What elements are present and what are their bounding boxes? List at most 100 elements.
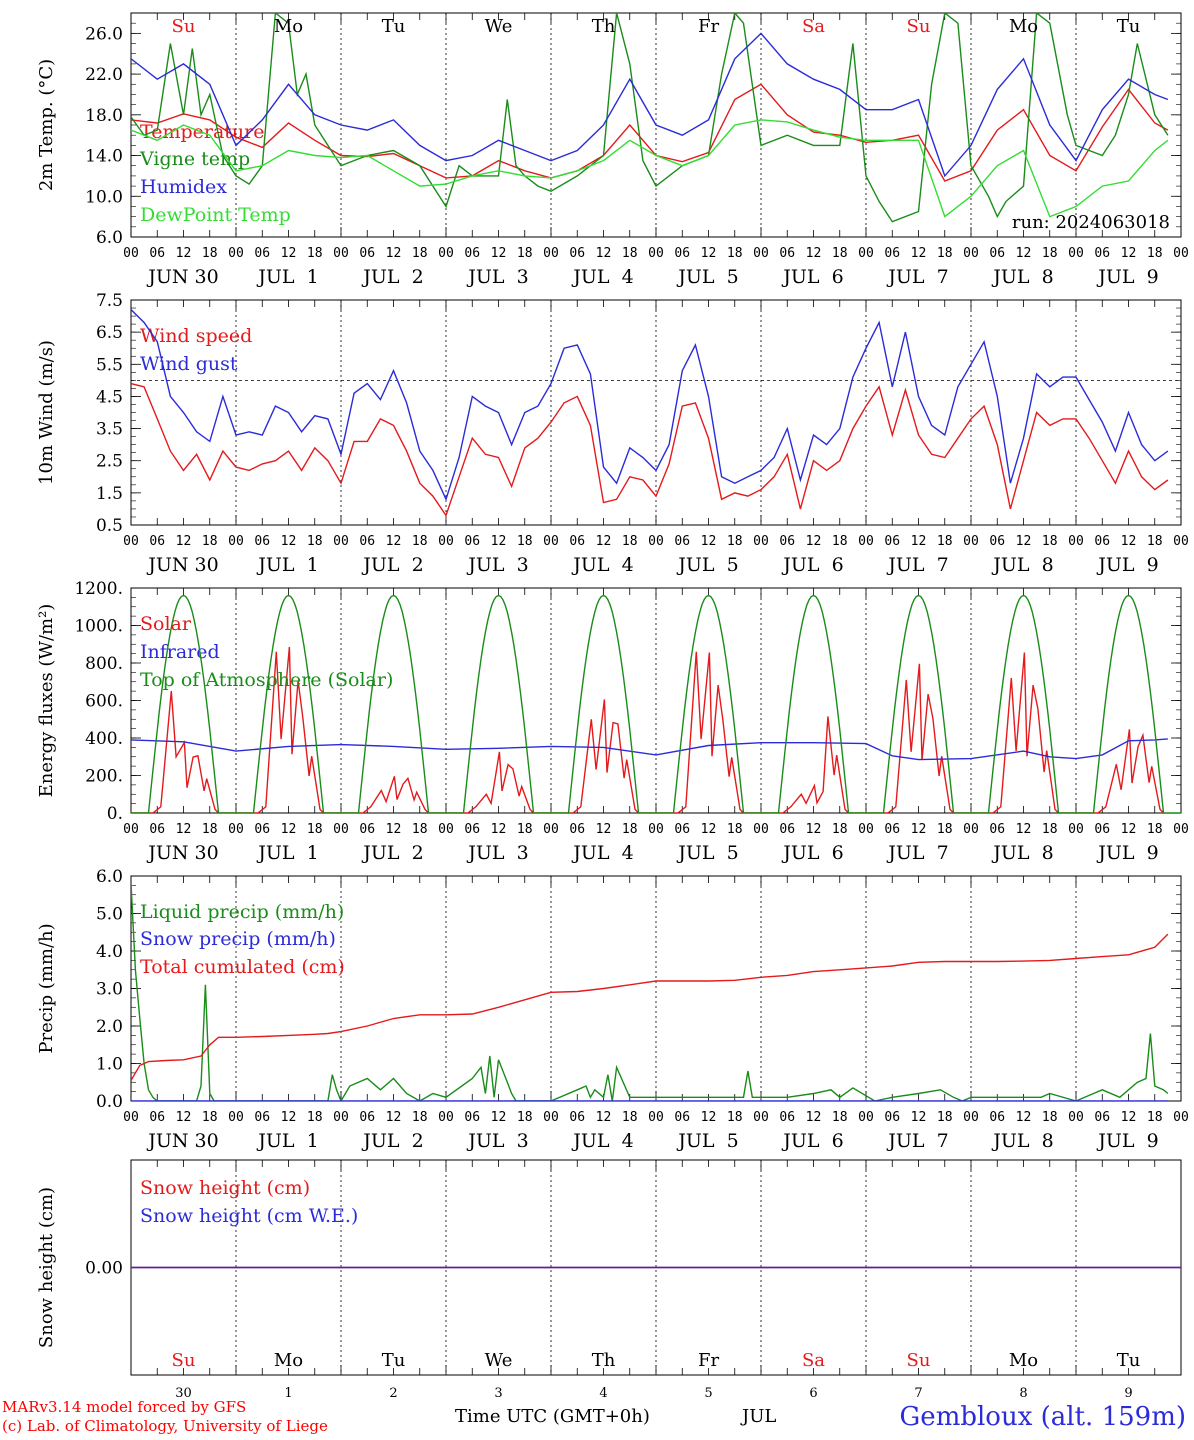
hour-label: 12 xyxy=(1121,534,1137,549)
y-tick-label: 200. xyxy=(85,767,123,787)
hour-label: 06 xyxy=(254,822,270,837)
hour-label: 12 xyxy=(596,1110,612,1125)
hour-label: 12 xyxy=(701,534,717,549)
date-label: JUL 3 xyxy=(466,266,528,288)
hour-label: 12 xyxy=(386,534,402,549)
y-tick-label: 0.0 xyxy=(96,1092,123,1112)
hour-label: 12 xyxy=(176,1110,192,1125)
hour-label: 00 xyxy=(543,1110,559,1125)
hour-label: 18 xyxy=(1042,822,1058,837)
legend-dewpoint-temp: DewPoint Temp xyxy=(140,204,291,226)
date-label: JUL 8 xyxy=(991,554,1053,576)
y-tick-label: 1.5 xyxy=(96,484,123,504)
hour-label: 12 xyxy=(176,246,192,261)
hour-label: 18 xyxy=(1147,1110,1163,1125)
y-tick-label: 22.0 xyxy=(85,65,123,85)
hour-label: 18 xyxy=(1042,1110,1058,1125)
day-name-label: Sa xyxy=(802,1350,825,1371)
hour-label: 06 xyxy=(359,1110,375,1125)
hour-label: 12 xyxy=(386,1110,402,1125)
hour-label: 12 xyxy=(491,1110,507,1125)
hour-label: 06 xyxy=(989,534,1005,549)
y-tick-label: 18.0 xyxy=(85,106,123,126)
hour-label: 18 xyxy=(307,534,323,549)
y-tick-label: 400. xyxy=(85,729,123,749)
hour-label: 00 xyxy=(123,822,139,837)
hour-label: 12 xyxy=(491,246,507,261)
legend-solar: Solar xyxy=(140,613,192,635)
series-top-of-atmosphere-solar xyxy=(131,594,1181,813)
hour-label: 12 xyxy=(911,1110,927,1125)
day-name-label: We xyxy=(485,16,513,37)
hour-label: 18 xyxy=(307,246,323,261)
hour-label: 18 xyxy=(937,822,953,837)
hour-label: 12 xyxy=(1121,1110,1137,1125)
day-name-label: Tu xyxy=(382,1350,406,1371)
series-solar xyxy=(131,646,1165,813)
y-tick-label: 4.5 xyxy=(96,387,123,407)
model-credits: MARv3.14 model forced by GFS (c) Lab. of… xyxy=(2,1398,328,1436)
hour-label: 12 xyxy=(1016,534,1032,549)
hour-label: 18 xyxy=(517,822,533,837)
y-tick-label: 1.0 xyxy=(96,1055,123,1075)
date-label: JUL 2 xyxy=(361,1130,423,1152)
panel-2: 0.5 1.5 2.5 3.5 4.5 5.5 6.5 7.5 10m Wind (m/s) Wi… xyxy=(36,291,1189,576)
hour-label: 12 xyxy=(491,534,507,549)
hour-label: 06 xyxy=(569,534,585,549)
hour-label: 18 xyxy=(622,246,638,261)
day-name-label: Tu xyxy=(382,16,406,37)
hour-label: 12 xyxy=(806,822,822,837)
hour-label: 00 xyxy=(648,1110,664,1125)
y-tick-label: 6.0 xyxy=(96,867,123,887)
hour-label: 00 xyxy=(648,534,664,549)
hour-label: 00 xyxy=(228,534,244,549)
hour-label: 12 xyxy=(701,1110,717,1125)
hour-label: 00 xyxy=(858,246,874,261)
hour-label: 18 xyxy=(727,1110,743,1125)
legend-liquid-precip-mm-h: Liquid precip (mm/h) xyxy=(140,901,344,923)
legend-snow-height-cm-w-e: Snow height (cm W.E.) xyxy=(140,1205,358,1227)
date-label: JUL 1 xyxy=(256,842,318,864)
series-wind-speed xyxy=(131,382,1169,517)
hour-label: 00 xyxy=(543,246,559,261)
hour-label: 00 xyxy=(228,1110,244,1125)
hour-label: 12 xyxy=(806,1110,822,1125)
hour-label: 18 xyxy=(202,1110,218,1125)
date-label: JUL 2 xyxy=(361,554,423,576)
y-tick-label: 1200. xyxy=(74,579,123,599)
hour-label: 06 xyxy=(1094,822,1110,837)
hour-label: 06 xyxy=(464,246,480,261)
hour-label: 00 xyxy=(228,246,244,261)
date-label: JUL 3 xyxy=(466,1130,528,1152)
y-tick-label: 5.0 xyxy=(96,905,123,925)
date-label: JUL 6 xyxy=(781,266,843,288)
hour-label: 18 xyxy=(937,1110,953,1125)
hour-label: 06 xyxy=(149,534,165,549)
legend-snow-precip-mm-h: Snow precip (mm/h) xyxy=(140,928,336,950)
hour-label: 00 xyxy=(438,534,454,549)
panel-1: 6.010.014.018.022.026.02m Temp. (°C) Temp… xyxy=(36,12,1189,288)
hour-label: 06 xyxy=(1094,534,1110,549)
hour-label: 18 xyxy=(832,246,848,261)
hour-label: 12 xyxy=(1016,246,1032,261)
day-name-label: Th xyxy=(592,16,616,37)
date-label: JUL 8 xyxy=(991,1130,1053,1152)
hour-label: 06 xyxy=(569,1110,585,1125)
hour-label: 12 xyxy=(806,534,822,549)
hour-label: 06 xyxy=(359,534,375,549)
date-label: JUL 6 xyxy=(781,1130,843,1152)
hour-label: 18 xyxy=(622,534,638,549)
hour-label: 00 xyxy=(333,246,349,261)
hour-label: 12 xyxy=(911,534,927,549)
hour-label: 18 xyxy=(1042,246,1058,261)
y-axis-title: Precip (mm/h) xyxy=(36,923,57,1053)
hour-label: 12 xyxy=(386,246,402,261)
date-label: JUN 30 xyxy=(146,266,218,288)
hour-label: 06 xyxy=(254,1110,270,1125)
hour-label: 12 xyxy=(596,822,612,837)
hour-label: 18 xyxy=(412,534,428,549)
hour-label: 06 xyxy=(149,1110,165,1125)
hour-label: 06 xyxy=(1094,1110,1110,1125)
credit-line-2: (c) Lab. of Climatology, University of L… xyxy=(2,1417,328,1435)
